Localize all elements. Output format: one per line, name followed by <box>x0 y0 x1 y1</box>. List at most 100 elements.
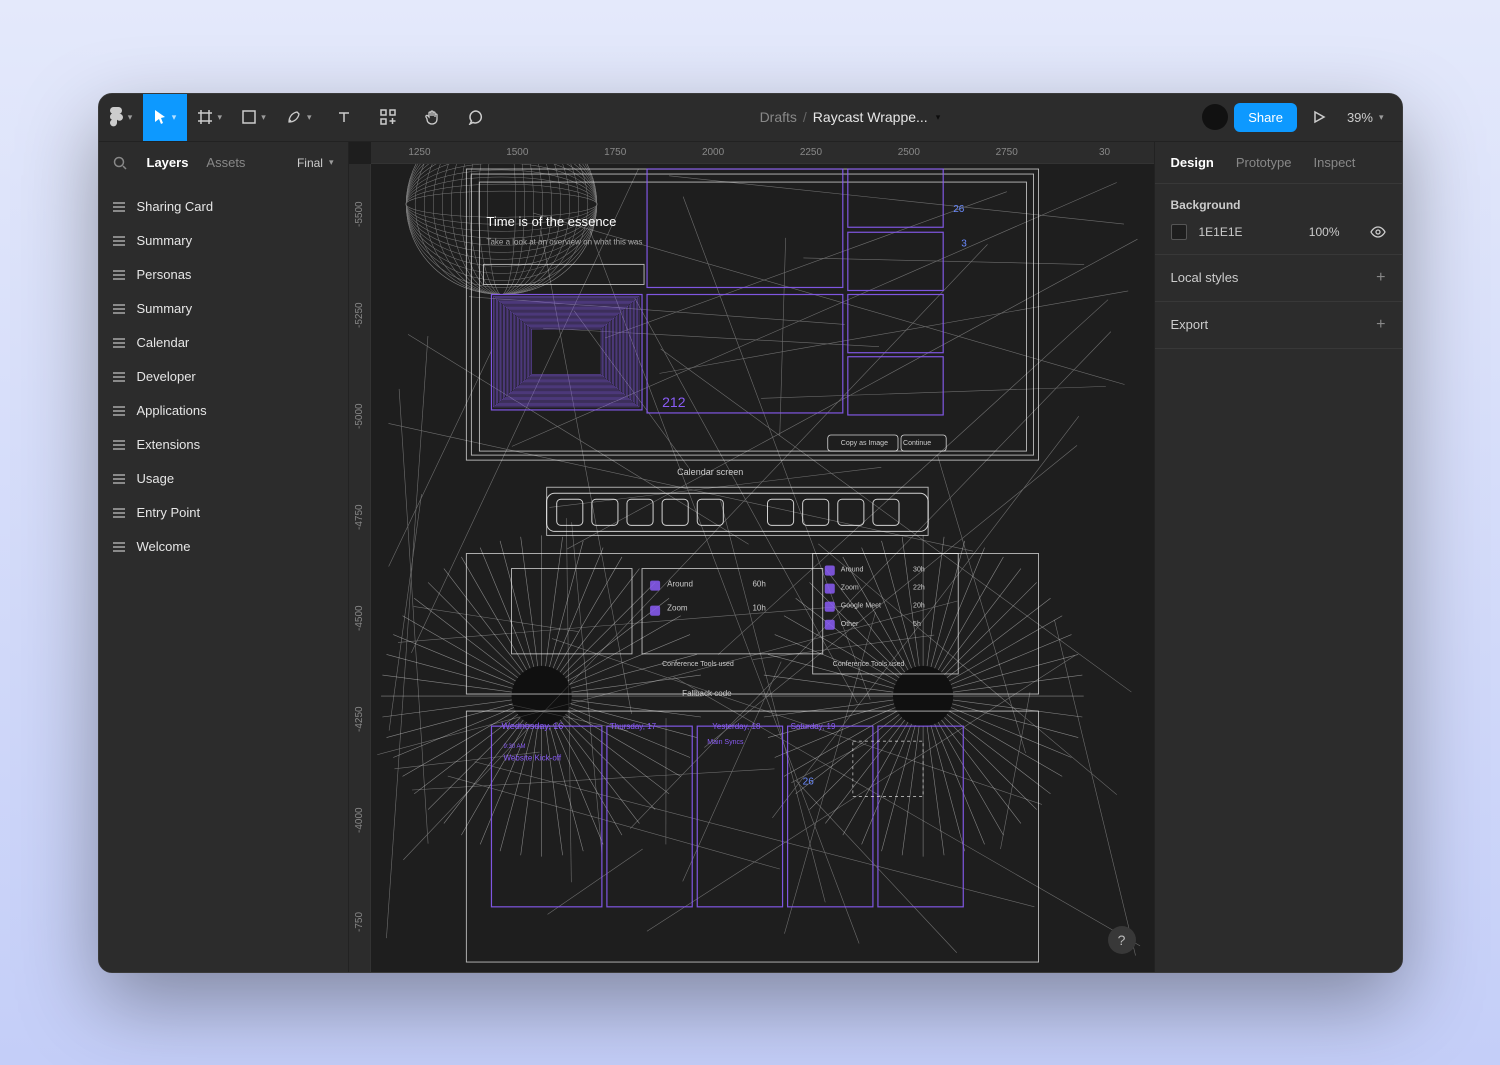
layer-item[interactable]: Summary <box>99 292 348 326</box>
chevron-down-icon: ▾ <box>329 157 334 168</box>
canvas[interactable]: 125015001750200022502500275030 -5500-525… <box>349 142 1154 972</box>
svg-text:Main Syncs: Main Syncs <box>707 739 744 746</box>
canvas-content: Time is of the essenceTake a look at an … <box>371 164 1154 967</box>
layer-item[interactable]: Usage <box>99 462 348 496</box>
chevron-down-icon: ▾ <box>936 112 941 123</box>
add-export-button[interactable]: + <box>1376 316 1385 334</box>
text-icon <box>337 110 351 124</box>
figma-window: ▾ ▾ ▾ ▾ ▾ <box>98 93 1403 973</box>
layer-item[interactable]: Welcome <box>99 530 348 564</box>
svg-text:Yesterday, 18: Yesterday, 18 <box>712 722 761 731</box>
page-selector[interactable]: Final ▾ <box>297 156 334 170</box>
svg-text:Conference Tools used: Conference Tools used <box>832 660 904 667</box>
layer-item[interactable]: Applications <box>99 394 348 428</box>
design-tab[interactable]: Design <box>1171 155 1214 170</box>
export-label: Export <box>1171 317 1209 332</box>
svg-text:Zoom: Zoom <box>667 603 688 612</box>
section-icon <box>113 406 125 416</box>
svg-text:60h: 60h <box>752 579 765 588</box>
svg-text:26: 26 <box>802 776 814 787</box>
layer-item[interactable]: Extensions <box>99 428 348 462</box>
pen-icon <box>286 109 302 125</box>
svg-text:Take a look at an overview on: Take a look at an overview on what this … <box>486 237 642 246</box>
layer-item[interactable]: Developer <box>99 360 348 394</box>
layer-item[interactable]: Summary <box>99 224 348 258</box>
layer-label: Extensions <box>137 437 201 452</box>
zoom-value: 39% <box>1347 110 1373 125</box>
layer-label: Summary <box>137 301 193 316</box>
visibility-toggle[interactable] <box>1370 226 1386 238</box>
layer-label: Summary <box>137 233 193 248</box>
title-area[interactable]: Drafts / Raycast Wrappe... ▾ <box>498 109 1203 125</box>
svg-text:Continue: Continue <box>903 440 931 447</box>
horizontal-ruler: 125015001750200022502500275030 <box>371 142 1154 164</box>
chevron-down-icon: ▾ <box>261 112 266 123</box>
layer-item[interactable]: Calendar <box>99 326 348 360</box>
user-avatar[interactable] <box>1202 104 1228 130</box>
hand-icon <box>424 109 440 125</box>
help-button[interactable]: ? <box>1108 926 1136 954</box>
text-tool-button[interactable] <box>322 94 366 141</box>
layer-list: Sharing Card Summary Personas Summary Calend… <box>99 184 348 972</box>
chevron-down-icon: ▾ <box>128 112 133 123</box>
section-icon <box>113 236 125 246</box>
background-swatch[interactable] <box>1171 224 1187 240</box>
section-icon <box>113 202 125 212</box>
background-hex[interactable]: 1E1E1E <box>1199 225 1243 239</box>
shape-tool-button[interactable]: ▾ <box>232 94 276 141</box>
svg-text:Calendar screen: Calendar screen <box>677 467 743 477</box>
move-tool-button[interactable]: ▾ <box>143 94 187 141</box>
pen-tool-button[interactable]: ▾ <box>276 94 322 141</box>
resources-button[interactable] <box>366 94 410 141</box>
background-opacity[interactable]: 100% <box>1309 225 1340 239</box>
svg-text:Wednesday, 16: Wednesday, 16 <box>501 721 563 731</box>
section-icon <box>113 508 125 518</box>
svg-text:9:30 AM: 9:30 AM <box>503 744 525 750</box>
layers-tab[interactable]: Layers <box>147 155 189 170</box>
layer-item[interactable]: Sharing Card <box>99 190 348 224</box>
main-menu-button[interactable]: ▾ <box>99 94 143 141</box>
comment-tool-button[interactable] <box>454 94 498 141</box>
toolbar: ▾ ▾ ▾ ▾ ▾ <box>99 94 1402 142</box>
layer-label: Entry Point <box>137 505 201 520</box>
layer-item[interactable]: Personas <box>99 258 348 292</box>
chevron-down-icon: ▾ <box>1379 112 1384 123</box>
present-button[interactable] <box>1301 99 1337 135</box>
section-icon <box>113 474 125 484</box>
frame-icon <box>197 109 213 125</box>
svg-text:Other: Other <box>840 620 858 627</box>
local-styles-section[interactable]: Local styles + <box>1155 255 1402 302</box>
share-button[interactable]: Share <box>1234 103 1297 132</box>
section-icon <box>113 304 125 314</box>
layer-label: Sharing Card <box>137 199 214 214</box>
breadcrumb-separator: / <box>803 109 807 125</box>
section-icon <box>113 372 125 382</box>
frame-tool-button[interactable]: ▾ <box>187 94 233 141</box>
cursor-icon <box>153 109 167 125</box>
figma-logo-icon <box>109 107 123 127</box>
layer-label: Personas <box>137 267 192 282</box>
export-section[interactable]: Export + <box>1155 302 1402 349</box>
svg-text:Google Meet: Google Meet <box>840 602 880 609</box>
folder-name: Drafts <box>760 109 797 125</box>
svg-text:Conference Tools used: Conference Tools used <box>662 660 734 667</box>
zoom-control[interactable]: 39% ▾ <box>1341 110 1390 125</box>
section-icon <box>113 542 125 552</box>
background-section: Background 1E1E1E 100% <box>1155 184 1402 255</box>
search-icon[interactable] <box>113 156 127 170</box>
add-style-button[interactable]: + <box>1376 269 1385 287</box>
right-panel: Design Prototype Inspect Background 1E1E… <box>1154 142 1402 972</box>
hand-tool-button[interactable] <box>410 94 454 141</box>
assets-tab[interactable]: Assets <box>206 155 245 170</box>
prototype-tab[interactable]: Prototype <box>1236 155 1292 170</box>
svg-text:26: 26 <box>953 204 965 215</box>
svg-text:Around: Around <box>840 566 863 573</box>
resources-icon <box>380 109 396 125</box>
svg-text:22h: 22h <box>913 584 925 591</box>
comment-icon <box>468 109 484 125</box>
inspect-tab[interactable]: Inspect <box>1314 155 1356 170</box>
left-panel: Layers Assets Final ▾ Sharing Card Summar… <box>99 142 349 972</box>
svg-text:Thursday, 17: Thursday, 17 <box>609 722 656 731</box>
layer-label: Welcome <box>137 539 191 554</box>
layer-item[interactable]: Entry Point <box>99 496 348 530</box>
